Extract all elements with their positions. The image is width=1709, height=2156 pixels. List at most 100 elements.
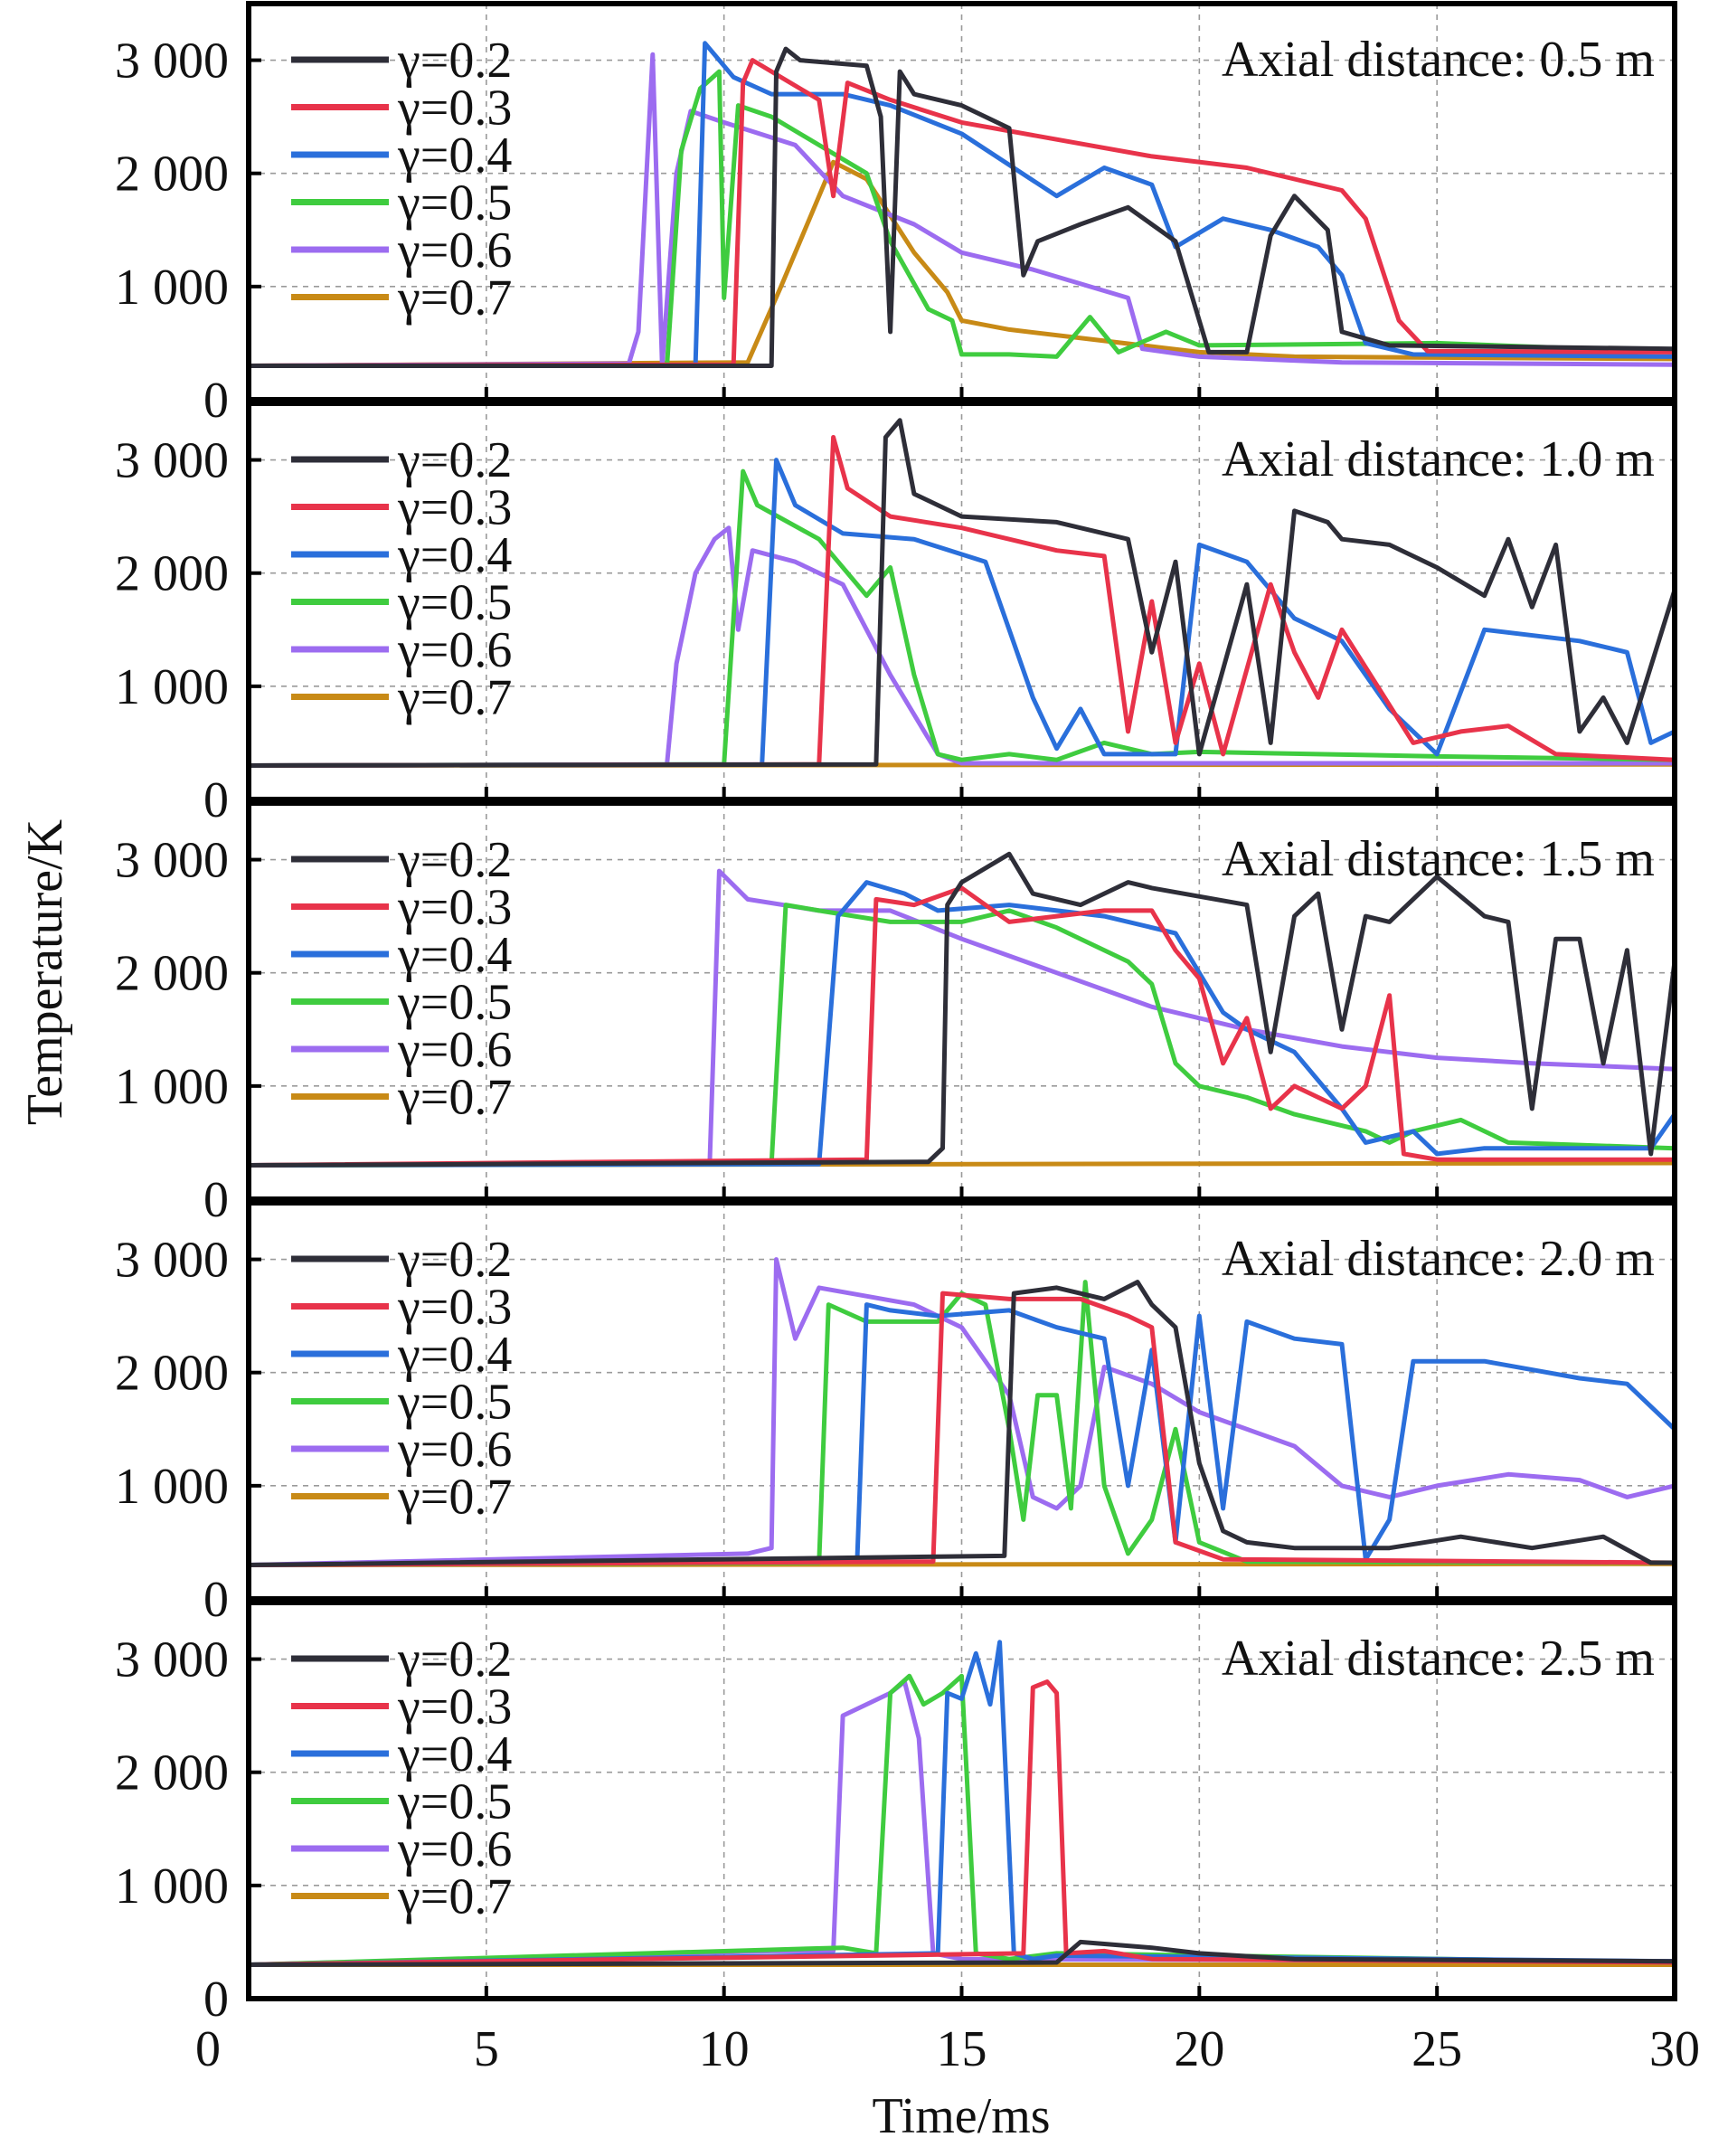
- legend-label: γ=0.6: [397, 1821, 512, 1877]
- gridlines: [249, 1603, 1675, 1999]
- series-lines: [249, 41, 1675, 368]
- legend-label: γ=0.3: [397, 880, 512, 936]
- y-tick-label: 3 000: [115, 833, 229, 889]
- x-tick-label: 15: [937, 2021, 987, 2077]
- legend-label: γ=0.5: [397, 575, 512, 631]
- series-lines: [249, 851, 1675, 1168]
- y-tick-label: 2 000: [115, 147, 229, 203]
- x-tick-label: 30: [1649, 2021, 1700, 2077]
- series-lines: [249, 1257, 1675, 1567]
- gridlines: [249, 803, 1675, 1199]
- legend-label: γ=0.7: [397, 1869, 512, 1925]
- legend-label: γ=0.3: [397, 1280, 512, 1336]
- series-line-γ=0.4: [249, 880, 1675, 1168]
- series-line-γ=0.3: [249, 1291, 1675, 1567]
- legend-label: γ=0.5: [397, 1774, 512, 1830]
- series-line-γ=0.3: [249, 58, 1675, 368]
- gridlines: [249, 403, 1675, 799]
- x-tick-label: 25: [1412, 2021, 1462, 2077]
- series-line-γ=0.4: [249, 458, 1675, 768]
- legend-label: γ=0.5: [397, 175, 512, 232]
- y-tick-label: 3 000: [115, 1233, 229, 1289]
- legend-label: γ=0.2: [397, 33, 512, 89]
- legend-label: γ=0.5: [397, 1375, 512, 1431]
- y-tick-label: 2 000: [115, 946, 229, 1002]
- series-line-γ=0.6: [249, 1257, 1675, 1567]
- series-line-γ=0.2: [249, 1280, 1675, 1567]
- series-line-γ=0.3: [249, 435, 1675, 768]
- series-line-γ=0.3: [249, 1679, 1675, 1967]
- legend: γ=0.2γ=0.3γ=0.4γ=0.5γ=0.6γ=0.7: [291, 1631, 512, 1925]
- y-tick-label: 1 000: [115, 260, 229, 316]
- panel-title: Axial distance: 2.0 m: [1222, 1231, 1655, 1287]
- legend-label: γ=0.7: [397, 670, 512, 726]
- series-lines: [249, 1640, 1675, 1967]
- legend-label: γ=0.5: [397, 975, 512, 1031]
- y-tick-label: 0: [203, 1172, 229, 1228]
- y-tick-label: 1 000: [115, 659, 229, 715]
- series-line-γ=0.2: [249, 851, 1675, 1168]
- y-tick-label: 1 000: [115, 1059, 229, 1115]
- chart-panel-3: 0 1 000 2 000 3 000 γ=0.2γ=0.3γ=0.4γ=0.5γ=0.…: [115, 800, 1677, 1228]
- legend-label: γ=0.6: [397, 1022, 512, 1078]
- panel-title: Axial distance: 2.5 m: [1222, 1631, 1655, 1687]
- legend: γ=0.2γ=0.3γ=0.4γ=0.5γ=0.6γ=0.7: [291, 33, 512, 326]
- gridlines: [249, 4, 1675, 400]
- series-line-γ=0.2: [249, 418, 1675, 768]
- legend-label: γ=0.7: [397, 270, 512, 326]
- legend: γ=0.2γ=0.3γ=0.4γ=0.5γ=0.6γ=0.7: [291, 1232, 512, 1526]
- series-line-γ=0.6: [249, 52, 1675, 368]
- legend-label: γ=0.2: [397, 432, 512, 488]
- legend-label: γ=0.4: [397, 1327, 512, 1383]
- series-line-γ=0.2: [249, 46, 1675, 368]
- series-line-γ=0.2: [249, 1939, 1675, 1967]
- legend: γ=0.2γ=0.3γ=0.4γ=0.5γ=0.6γ=0.7: [291, 832, 512, 1126]
- legend-label: γ=0.3: [397, 1679, 512, 1735]
- y-axis-label: Temperature/K: [17, 819, 73, 1125]
- legend-label: γ=0.7: [397, 1070, 512, 1126]
- y-tick-label: 2 000: [115, 1346, 229, 1402]
- legend: γ=0.2γ=0.3γ=0.4γ=0.5γ=0.6γ=0.7: [291, 432, 512, 726]
- panel-title: Axial distance: 1.0 m: [1222, 431, 1655, 487]
- y-tick-label: 2 000: [115, 1745, 229, 1801]
- y-tick-label: 1 000: [115, 1459, 229, 1515]
- legend-label: γ=0.4: [397, 527, 512, 583]
- legend-label: γ=0.2: [397, 1232, 512, 1288]
- series-line-γ=0.4: [249, 1640, 1675, 1967]
- legend-label: γ=0.6: [397, 1422, 512, 1478]
- legend-label: γ=0.2: [397, 832, 512, 888]
- panel-title: Axial distance: 1.5 m: [1222, 831, 1655, 887]
- series-line-γ=0.6: [249, 868, 1675, 1168]
- y-tick-label: 0: [203, 1972, 229, 2028]
- legend-label: γ=0.3: [397, 480, 512, 536]
- y-tick-label: 3 000: [115, 33, 229, 90]
- legend-label: γ=0.7: [397, 1470, 512, 1526]
- series-lines: [249, 418, 1675, 768]
- x-tick-label: 5: [474, 2021, 499, 2077]
- legend-label: γ=0.4: [397, 1726, 512, 1782]
- legend-label: γ=0.4: [397, 128, 512, 184]
- series-line-γ=0.5: [249, 1280, 1675, 1567]
- series-line-γ=0.4: [249, 41, 1675, 368]
- y-tick-label: 0: [203, 772, 229, 828]
- series-line-γ=0.3: [249, 885, 1675, 1168]
- chart-panel-1: 0 1 000 2 000 3 000 γ=0.2γ=0.3γ=0.4γ=0.5γ=0.…: [115, 1, 1677, 429]
- x-tick-label: 10: [699, 2021, 750, 2077]
- y-tick-label: 3 000: [115, 1632, 229, 1688]
- series-line-γ=0.7: [249, 159, 1675, 368]
- x-tick-labels: 0 5 10 15 20 25 30: [195, 2021, 1700, 2077]
- x-axis-label: Time/ms: [872, 2088, 1050, 2144]
- x-tick-label: 20: [1174, 2021, 1224, 2077]
- y-tick-label: 0: [203, 1572, 229, 1628]
- series-line-γ=0.4: [249, 1302, 1675, 1567]
- legend-label: γ=0.6: [397, 222, 512, 279]
- legend-label: γ=0.2: [397, 1631, 512, 1688]
- y-tick-label: 0: [203, 373, 229, 429]
- series-line-γ=0.6: [249, 525, 1675, 768]
